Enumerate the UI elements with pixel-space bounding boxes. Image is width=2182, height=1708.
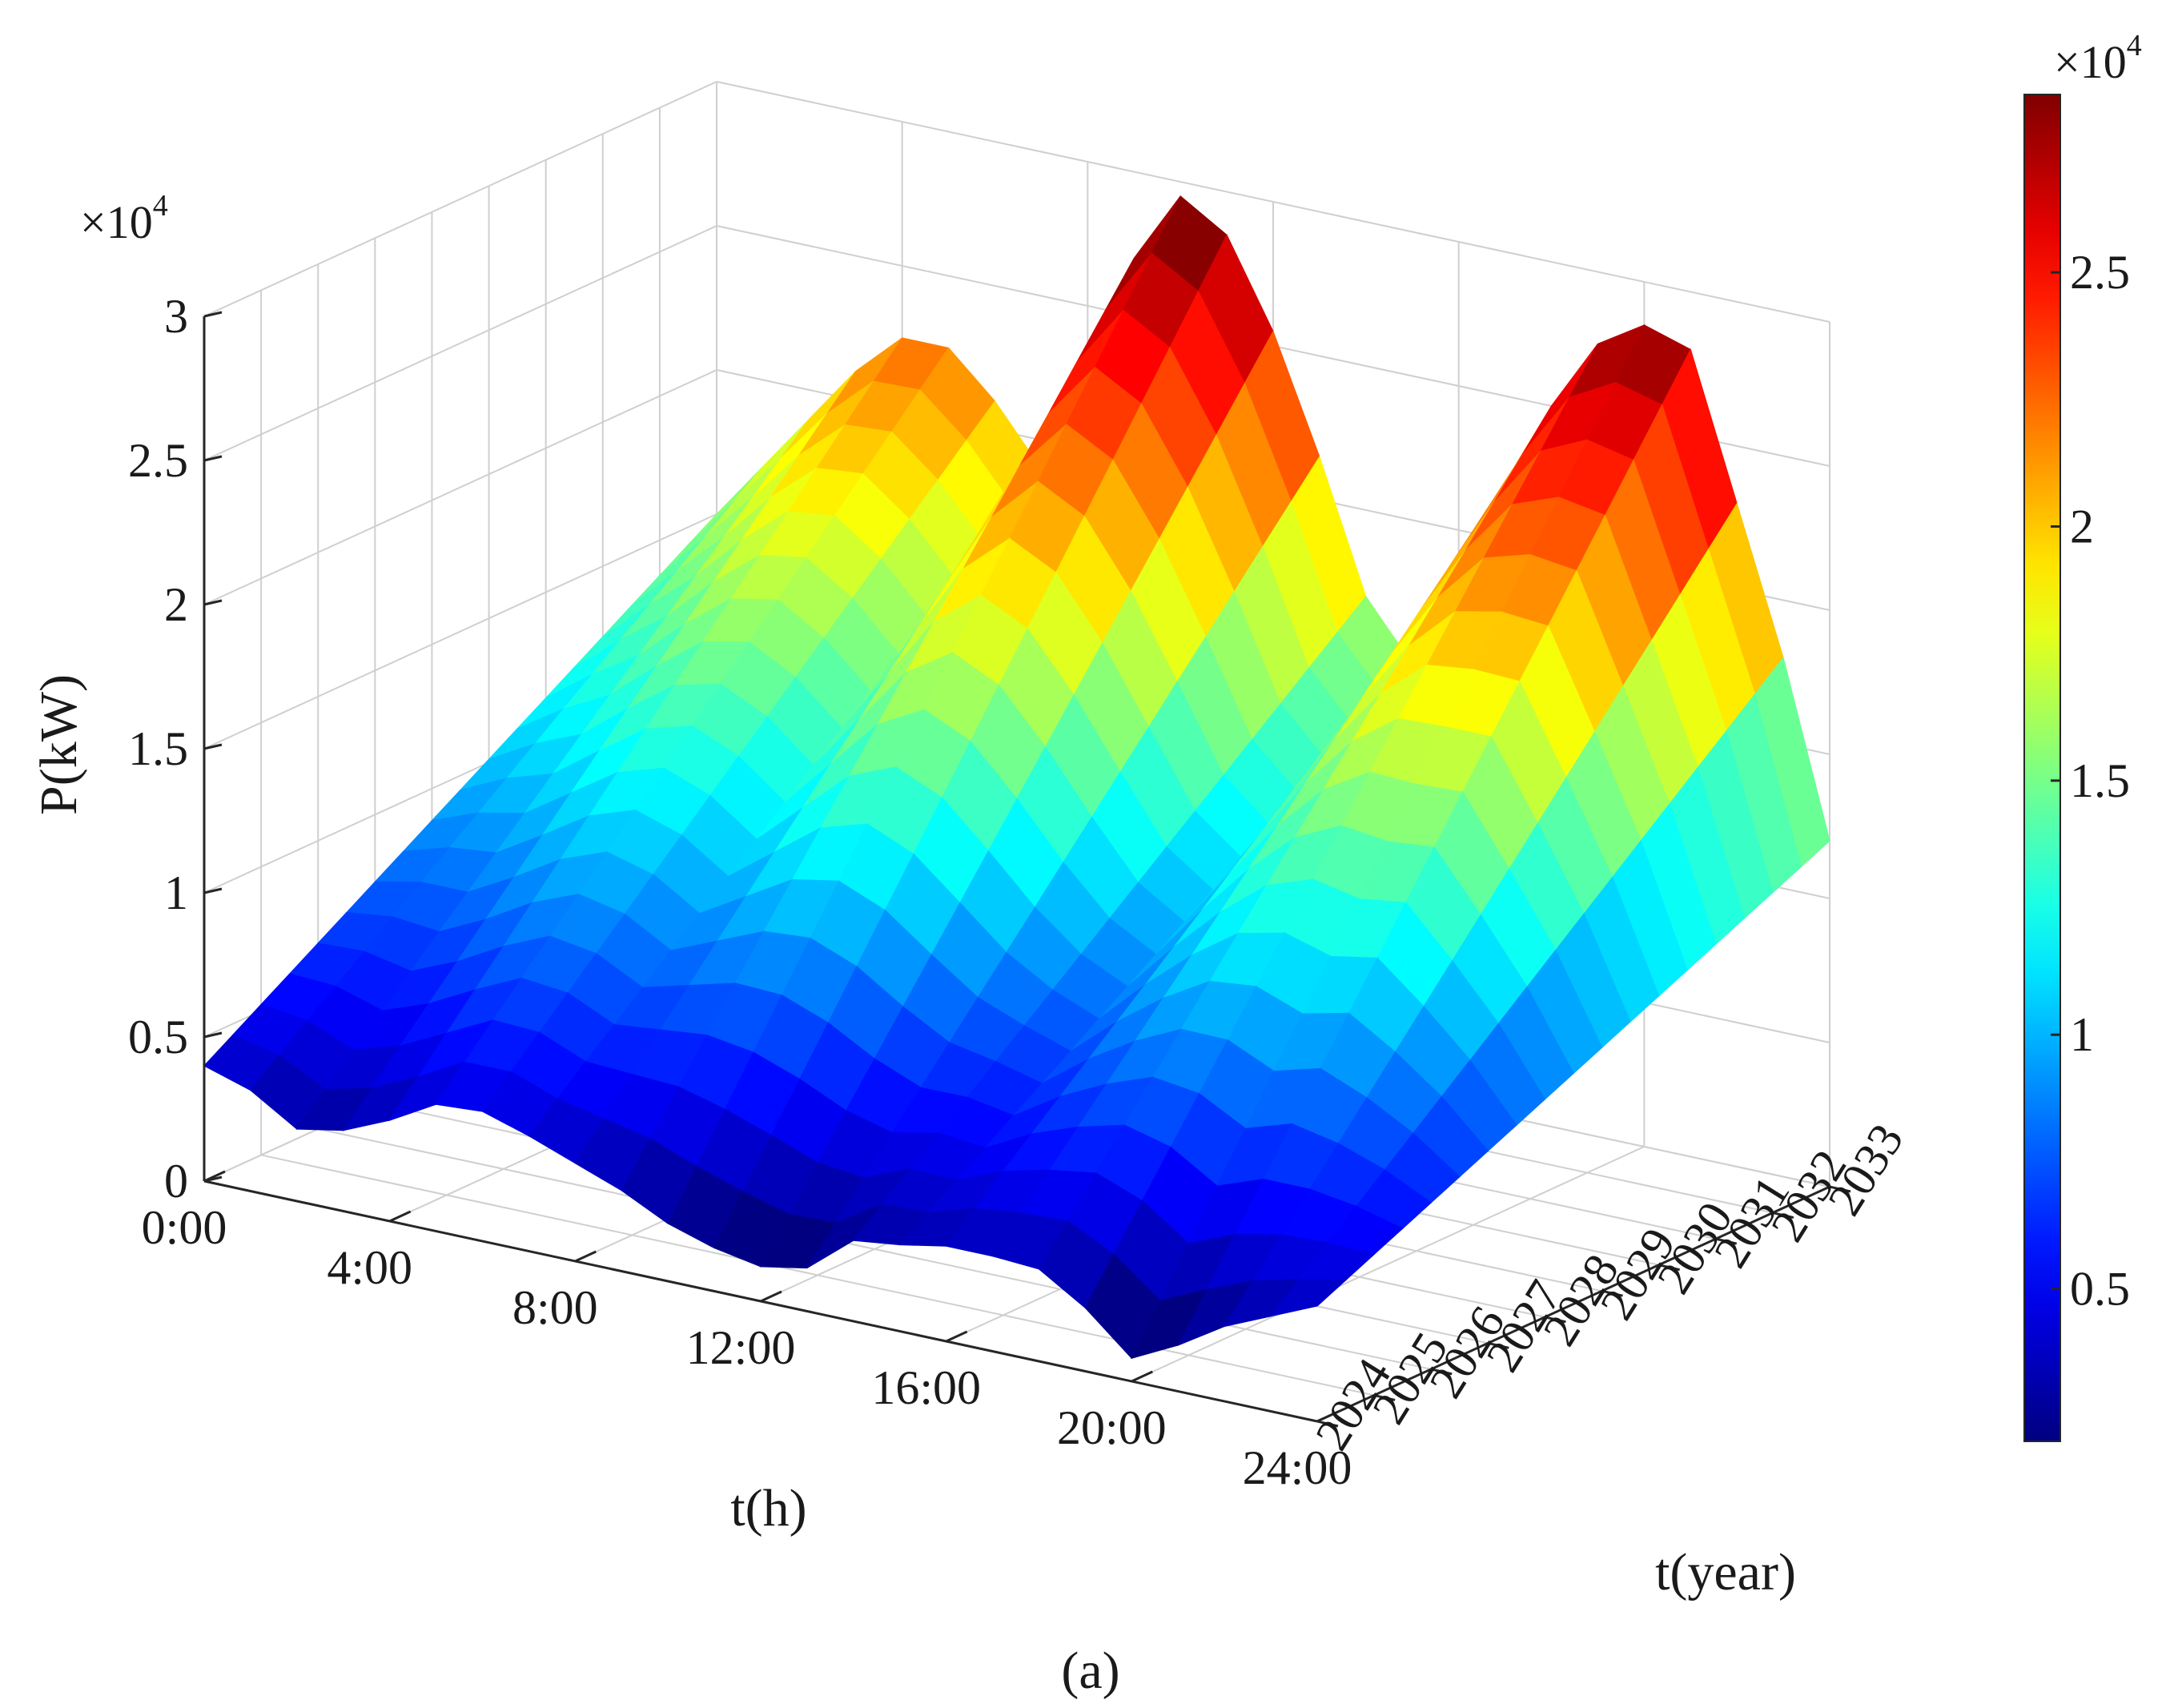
colorbar-tick-label: 2.5 xyxy=(2070,246,2130,299)
grid-line xyxy=(203,513,717,750)
z-tick-label: 0.5 xyxy=(128,1011,188,1063)
colorbar-tick-label: 2 xyxy=(2070,500,2094,553)
z-tick-mark xyxy=(203,743,223,750)
z-tick-label: 1 xyxy=(164,866,188,919)
figure-caption: (a) xyxy=(1061,1642,1119,1700)
z-tick-mark xyxy=(203,599,223,606)
colorbar-tick-label: 1 xyxy=(2070,1008,2094,1061)
surface-layer xyxy=(203,195,1830,1360)
z-tick-label: 2.5 xyxy=(128,434,188,487)
z-axis-label: P(kW) xyxy=(30,674,88,815)
y-tick-mark xyxy=(1601,1289,1623,1297)
grid-line xyxy=(203,81,717,317)
y-tick-mark xyxy=(1829,1185,1851,1193)
x-tick-label: 12:00 xyxy=(686,1321,796,1374)
x-tick-mark xyxy=(574,1250,597,1263)
x-tick-mark xyxy=(946,1330,968,1343)
y-tick-mark xyxy=(1715,1237,1738,1245)
z-tick-label: 0 xyxy=(164,1155,188,1208)
label-layer: ×104 P(kW) t(h) t(year) ×104 (a) 0 0.5 1 1.… xyxy=(30,29,2142,1700)
x-tick-label: 8:00 xyxy=(512,1281,598,1334)
x-tick-label: 24:00 xyxy=(1243,1441,1352,1494)
x-tick-mark xyxy=(760,1290,782,1303)
y-tick-mark xyxy=(1772,1212,1794,1220)
grid-line xyxy=(203,369,717,605)
y-tick-mark xyxy=(1545,1316,1566,1324)
y-tick-mark xyxy=(1430,1368,1453,1376)
y-axis-line xyxy=(1316,1185,1830,1423)
z-tick-mark xyxy=(203,887,223,894)
z-exponent-label: ×104 xyxy=(80,189,168,248)
z-tick-label: 2 xyxy=(164,578,188,631)
x-axis-label: t(h) xyxy=(730,1479,806,1537)
surface-patch xyxy=(1269,1279,1348,1317)
y-tick-mark xyxy=(1487,1341,1509,1349)
grid-line xyxy=(716,81,1830,323)
axes-layer xyxy=(203,311,1851,1428)
colorbar: 0.5 1 1.5 2 2.5 xyxy=(2023,94,2130,1442)
grid-line xyxy=(318,1127,1432,1370)
colorbar-tick-label: 0.5 xyxy=(2070,1263,2130,1316)
z-tick-mark xyxy=(203,311,223,318)
colorbar-exponent-label: ×104 xyxy=(2054,29,2142,88)
x-tick-mark xyxy=(1316,1410,1339,1423)
x-tick-label: 16:00 xyxy=(871,1361,981,1414)
colorbar-gradient xyxy=(2023,94,2061,1442)
x-tick-mark xyxy=(389,1210,412,1223)
grid-line xyxy=(260,1154,1375,1397)
x-tick-label: 20:00 xyxy=(1057,1401,1167,1454)
z-tick-mark xyxy=(203,1031,223,1039)
y-tick-mark xyxy=(1373,1393,1396,1401)
x-tick-mark xyxy=(1131,1370,1153,1383)
z-tick-label: 3 xyxy=(164,290,188,343)
y-tick-mark xyxy=(1316,1420,1339,1428)
x-tick-mark xyxy=(203,1170,226,1183)
grid-line xyxy=(1131,1146,1645,1382)
x-tick-label: 0:00 xyxy=(142,1201,227,1254)
y-tick-mark xyxy=(1658,1264,1681,1272)
x-tick-label: 4:00 xyxy=(327,1241,412,1294)
z-tick-label: 1.5 xyxy=(128,722,188,775)
colorbar-tick-label: 1.5 xyxy=(2070,754,2130,807)
y-axis-label: t(year) xyxy=(1655,1543,1796,1602)
grid-line xyxy=(203,225,717,461)
z-tick-mark xyxy=(203,455,223,462)
